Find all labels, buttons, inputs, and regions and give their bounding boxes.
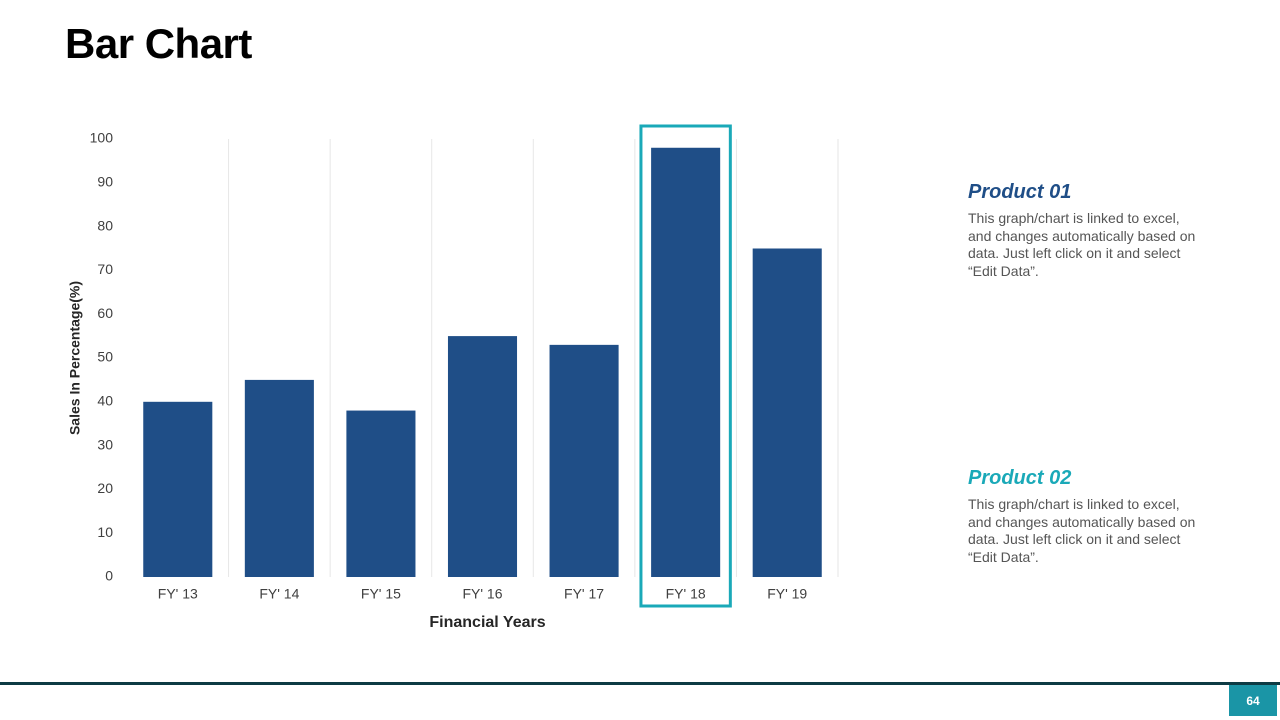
y-axis-label: Sales In Percentage(%) <box>67 281 83 435</box>
x-tick-label: FY' 13 <box>158 586 198 602</box>
x-axis-label: Financial Years <box>429 614 545 631</box>
x-tick-label: FY' 14 <box>259 586 299 602</box>
y-tick-label: 50 <box>97 349 113 365</box>
x-tick-label: FY' 18 <box>666 586 706 602</box>
product-panel: Product 02 This graph/chart is linked to… <box>968 467 1196 566</box>
y-tick-label: 70 <box>97 261 113 277</box>
bar <box>447 336 518 577</box>
x-tick-label: FY' 16 <box>462 586 502 602</box>
y-tick-label: 20 <box>97 480 113 496</box>
product-title: Product 01 <box>968 181 1072 203</box>
y-tick-label: 0 <box>105 568 113 584</box>
y-tick-label: 40 <box>97 393 113 409</box>
y-tick-label: 10 <box>97 524 113 540</box>
bar <box>752 248 822 577</box>
highlight-box <box>639 124 732 608</box>
y-tick-label: 80 <box>97 217 113 233</box>
x-tick-label: FY' 17 <box>564 586 604 602</box>
slide-title: Bar Chart <box>65 20 252 67</box>
y-tick-label: 100 <box>90 130 114 146</box>
bar <box>549 344 619 577</box>
page-number: 64 <box>1229 685 1277 716</box>
product-title: Product 02 <box>968 467 1072 489</box>
product-text: This graph/chart is linked to excel, and… <box>968 210 1196 279</box>
y-tick-label: 90 <box>97 174 113 190</box>
x-tick-label: FY' 15 <box>361 586 401 602</box>
bar <box>651 147 721 577</box>
bar <box>346 410 416 577</box>
product-text: This graph/chart is linked to excel, and… <box>968 496 1196 565</box>
y-tick-label: 60 <box>97 305 113 321</box>
x-tick-label: FY' 19 <box>767 586 807 602</box>
footer-rule <box>0 682 1280 685</box>
bar <box>143 401 213 577</box>
bar <box>244 379 314 577</box>
product-panel: Product 01 This graph/chart is linked to… <box>968 181 1196 280</box>
y-tick-label: 30 <box>97 436 113 452</box>
